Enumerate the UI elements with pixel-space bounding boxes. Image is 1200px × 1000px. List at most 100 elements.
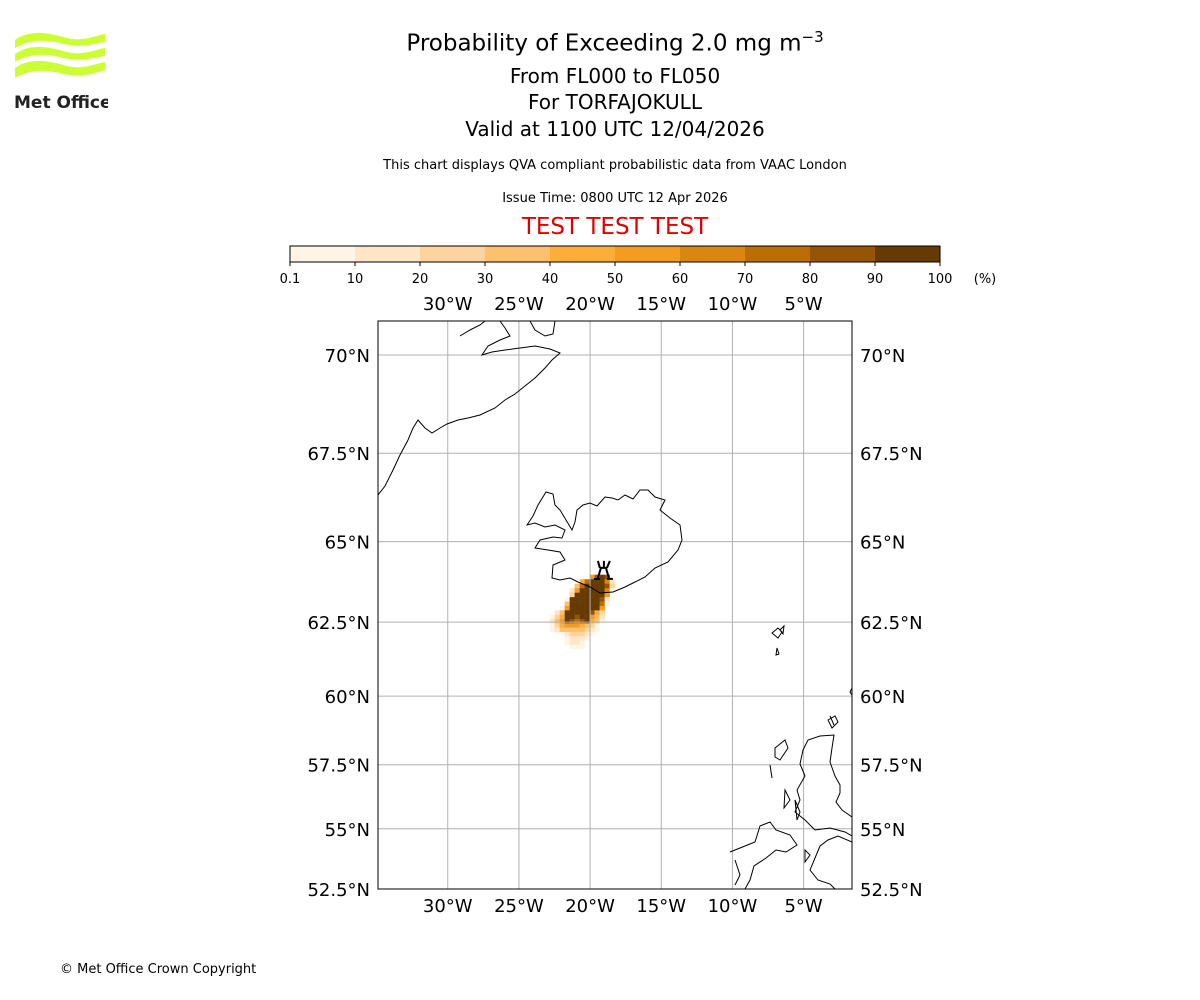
colorbar-tick-label: 20 — [412, 272, 429, 287]
plume-cell — [584, 579, 590, 585]
lon-label-bottom: 20°W — [565, 896, 615, 917]
plume-cell — [574, 601, 580, 607]
plume-cell — [574, 627, 580, 633]
plume-cell — [574, 592, 580, 598]
plume-cell — [584, 619, 590, 624]
plume-cell — [574, 605, 580, 611]
plume-cell — [604, 597, 610, 602]
plume-cell — [569, 610, 575, 615]
faroe-coast — [771, 624, 785, 656]
colorbar-tick-label: 10 — [347, 272, 364, 287]
plume-cell — [584, 623, 590, 628]
plume-cell — [579, 640, 585, 645]
plume-cell — [564, 640, 570, 645]
colorbar-tick-label: 0.1 — [280, 272, 301, 287]
plume-cell — [564, 597, 570, 602]
lon-label-top: 20°W — [565, 294, 615, 315]
plume-cell — [589, 588, 595, 593]
plume-cell — [579, 588, 585, 593]
lat-label-left: 67.5°N — [307, 444, 370, 465]
lon-label-bottom: 10°W — [708, 896, 758, 917]
lon-label-top: 5°W — [784, 294, 822, 315]
ireland-coast — [729, 821, 798, 889]
plume-cell — [594, 610, 600, 615]
plume-cell — [564, 605, 570, 611]
plume-cell — [569, 592, 575, 598]
plume-cell — [594, 583, 600, 589]
colorbar-tick-label: 70 — [737, 272, 754, 287]
plume-cell — [584, 592, 590, 598]
plume-cell — [604, 574, 610, 580]
colorbar-swatch — [810, 246, 876, 262]
plume-cell — [604, 592, 610, 598]
plume-cell — [609, 579, 615, 585]
plume-cell — [554, 627, 560, 633]
plume-cell — [589, 619, 595, 624]
plume-cell — [579, 597, 585, 602]
plume-cell — [579, 579, 585, 585]
plume-cell — [584, 597, 590, 602]
plume-cell — [569, 619, 575, 624]
plume-cell — [594, 623, 600, 628]
plume-cell — [579, 623, 585, 628]
plume-cell — [589, 592, 595, 598]
plume-cell — [564, 627, 570, 633]
plume-cell — [574, 623, 580, 628]
plume-cell — [574, 588, 580, 593]
plume-cell — [569, 640, 575, 645]
lon-label-bottom: 30°W — [423, 896, 473, 917]
plume-cell — [559, 627, 565, 633]
plume-cell — [579, 583, 585, 589]
plume-cell — [589, 627, 595, 633]
colorbar-swatch — [420, 246, 486, 262]
colorbar-swatch — [550, 246, 616, 262]
plume-cell — [574, 614, 580, 620]
lon-label-top: 10°W — [708, 294, 758, 315]
colorbar-tick-label: 60 — [672, 272, 689, 287]
colorbar-tick-label: 100 — [928, 272, 953, 287]
plume-cell — [579, 627, 585, 633]
lat-label-right: 70°N — [860, 346, 905, 367]
map-frame — [377, 320, 853, 890]
flight-level-range: From FL000 to FL050 — [509, 64, 721, 88]
plume-cell — [589, 583, 595, 589]
lat-label-left: 70°N — [325, 346, 370, 367]
plume-cell — [559, 610, 565, 615]
lat-label-right: 62.5°N — [860, 613, 923, 634]
plume-cell — [549, 614, 555, 620]
chart-title: Probability of Exceeding 2.0 mg m−3 — [406, 28, 824, 57]
plume-cell — [569, 614, 575, 620]
valid-time: Valid at 1100 UTC 12/04/2026 — [465, 117, 765, 141]
plume-cell — [559, 623, 565, 628]
plume-cell — [549, 619, 555, 624]
colorbar-swatch — [615, 246, 681, 262]
plume-cell — [574, 631, 580, 637]
colorbar-swatch — [485, 246, 551, 262]
lon-label-bottom: 25°W — [494, 896, 544, 917]
plume-cell — [549, 623, 555, 628]
plume-cell — [599, 614, 605, 620]
colorbar-tick-label: 50 — [607, 272, 624, 287]
plume-cell — [589, 614, 595, 620]
plume-cell — [569, 623, 575, 628]
lon-label-top: 30°W — [423, 294, 473, 315]
svg-text:Met Office: Met Office — [14, 93, 108, 112]
lat-label-left: 60°N — [325, 687, 370, 708]
plume-cell — [594, 605, 600, 611]
plume-cell — [569, 588, 575, 593]
lat-label-left: 57.5°N — [307, 756, 370, 777]
plume-cell — [584, 614, 590, 620]
plume-cell — [579, 636, 585, 641]
lat-label-left: 62.5°N — [307, 613, 370, 634]
plume-cell — [599, 605, 605, 611]
met-office-logo: Met Office — [12, 28, 112, 116]
plume-cell — [574, 610, 580, 615]
plume-cell — [569, 627, 575, 633]
plume-cell — [579, 601, 585, 607]
test-banner: TEST TEST TEST — [521, 214, 709, 240]
plume-cell — [589, 579, 595, 585]
lat-label-right: 57.5°N — [860, 756, 923, 777]
colorbar: 0.1 10 20 30 40 50 60 70 80 90 100 (%) — [280, 245, 996, 287]
plume-cell — [589, 610, 595, 615]
